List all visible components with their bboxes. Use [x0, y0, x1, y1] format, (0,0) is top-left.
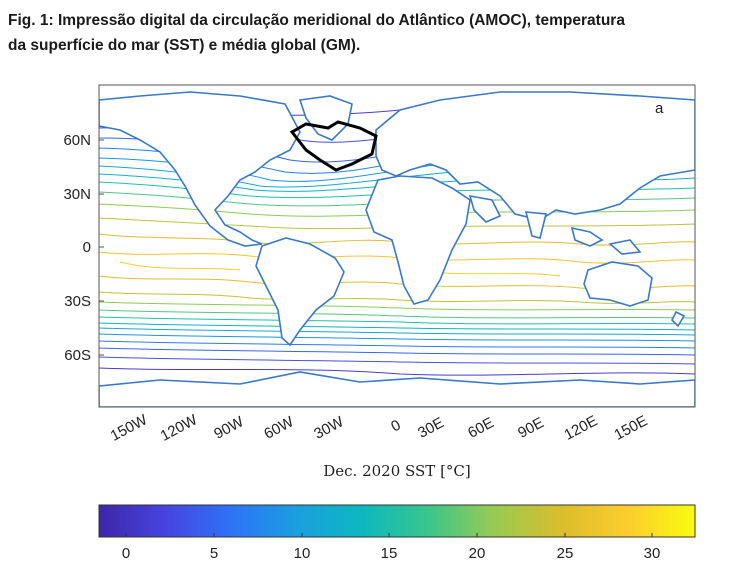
- lon-tick: 60W: [261, 413, 297, 443]
- caption-line-2: da superfície do mar (SST) e média globa…: [8, 37, 361, 54]
- colorbar-tick-marks: [125, 533, 653, 537]
- panel-label: a: [655, 100, 664, 117]
- lat-tick-marks: [99, 139, 104, 356]
- lon-tick: 150W: [108, 411, 151, 445]
- lat-tick: 30S: [64, 293, 91, 310]
- colorbar-tick: 30: [644, 545, 661, 562]
- lon-tick: 0: [388, 417, 403, 436]
- colorbar-tick: 10: [294, 545, 311, 562]
- colorbar-tick-labels: 0 5 10 15 20 25 30: [122, 545, 661, 562]
- map-frame: [98, 84, 696, 408]
- lat-tick: 60S: [64, 347, 91, 364]
- colorbar-tick: 20: [469, 545, 486, 562]
- colorbar: [98, 504, 696, 538]
- colorbar-tick: 25: [557, 545, 574, 562]
- coastlines: [99, 91, 695, 407]
- lat-tick-labels: 60N 30N 0 30S 60S: [63, 132, 91, 364]
- lat-tick: 30N: [63, 186, 91, 203]
- lon-tick-labels: 150W 120W 90W 60W 30W 0 30E 60E 90E 120E…: [108, 411, 651, 445]
- lon-tick: 60E: [465, 414, 497, 442]
- lon-tick: 120W: [158, 411, 201, 445]
- lon-tick: 120E: [561, 412, 600, 443]
- lon-tick: 90E: [515, 414, 547, 442]
- figure-caption: Fig. 1: Impressão digital da circulação …: [8, 8, 730, 58]
- lat-tick: 0: [83, 239, 91, 256]
- lon-tick: 30W: [311, 413, 347, 443]
- colorbar-tick: 5: [210, 545, 218, 562]
- lon-tick: 30E: [415, 414, 447, 442]
- lon-tick: 150E: [611, 412, 650, 443]
- lat-tick: 60N: [63, 132, 91, 149]
- colorbar-tick: 0: [122, 545, 130, 562]
- amoc-region-outline: [289, 120, 378, 172]
- x-axis-label: Dec. 2020 SST [°C]: [323, 462, 471, 480]
- colorbar-tick: 15: [381, 545, 398, 562]
- caption-line-1: Fig. 1: Impressão digital da circulação …: [8, 12, 625, 29]
- lon-tick: 90W: [211, 413, 247, 443]
